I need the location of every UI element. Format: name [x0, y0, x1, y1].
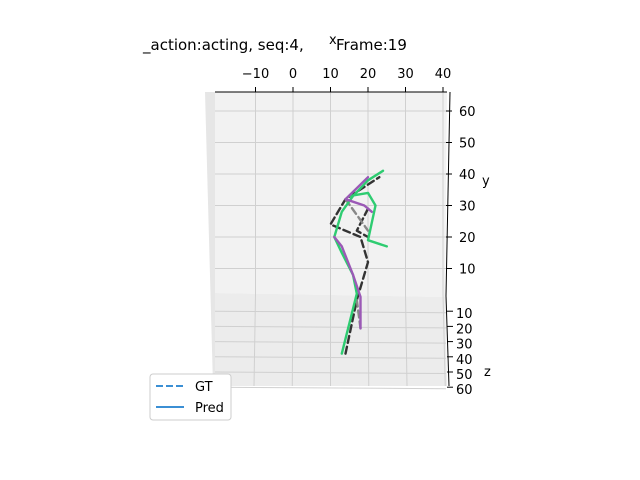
x-axis-ticks: −10 0 10 20 30 40 [242, 67, 451, 92]
pred-segment-1 [348, 191, 388, 248]
z-grid-line-4 [214, 371, 447, 374]
chart-title-frame: Frame:19 [336, 36, 407, 54]
legend: GT Pred [149, 373, 232, 421]
y-tick-label-5: 60 [459, 105, 476, 120]
z-tick-label-2: 30 [456, 338, 473, 353]
z-axis-line [445, 295, 450, 387]
pred-segment-3 [344, 175, 373, 214]
x-tick-label-5: 40 [435, 67, 452, 82]
x-grid-line-floor-5 [442, 293, 446, 387]
y-tick-label-1: 20 [459, 231, 476, 246]
z-tick-label-4: 50 [456, 368, 473, 383]
y-tick-label-2: 30 [459, 200, 476, 215]
z-grid-line-3 [214, 356, 447, 359]
x-tick-label-0: −10 [242, 67, 269, 82]
gt-segment-3 [344, 197, 370, 232]
x-tick-label-4: 30 [397, 67, 414, 82]
grid-lines [214, 92, 447, 390]
z-grid-line-1 [214, 325, 447, 329]
side-pane [205, 92, 215, 386]
z-grid-line-0 [214, 310, 447, 314]
y-axis-label: y [482, 174, 490, 189]
legend-gt-label: GT [195, 380, 213, 395]
z-axis-label: z [484, 365, 491, 380]
z-tick-label-5: 60 [456, 383, 473, 398]
y-axis-line [445, 91, 451, 297]
x-tick-label-1: 0 [289, 67, 297, 82]
gt-segment-1 [355, 207, 370, 239]
z-tick-label-1: 20 [456, 322, 473, 337]
x-grid-line-floor-4 [405, 293, 408, 387]
x-grid-line-floor-1 [291, 293, 294, 387]
z-grid-line-2 [214, 341, 447, 344]
z-tick-label-3: 40 [456, 353, 473, 368]
x-grid-line-floor-3 [367, 293, 370, 387]
y-tick-label-0: 10 [459, 263, 476, 278]
z-grid-line-5 [214, 386, 447, 390]
y-tick-label-3: 40 [459, 168, 476, 183]
x-grid-line-floor-0 [253, 293, 256, 387]
legend-pred-label: Pred [195, 401, 224, 416]
z-tick-label-0: 10 [456, 307, 473, 322]
x-tick-label-3: 20 [360, 67, 377, 82]
chart-title-x-overlap: x [329, 33, 337, 48]
y-tick-label-4: 50 [459, 137, 476, 152]
x-tick-label-2: 10 [322, 67, 339, 82]
chart-title: _action:acting, seq:4, [142, 36, 304, 55]
pred-segment-2 [333, 235, 362, 330]
plot-series [329, 169, 388, 355]
y-axis-ticks: 10 20 30 40 50 60 [446, 105, 476, 278]
